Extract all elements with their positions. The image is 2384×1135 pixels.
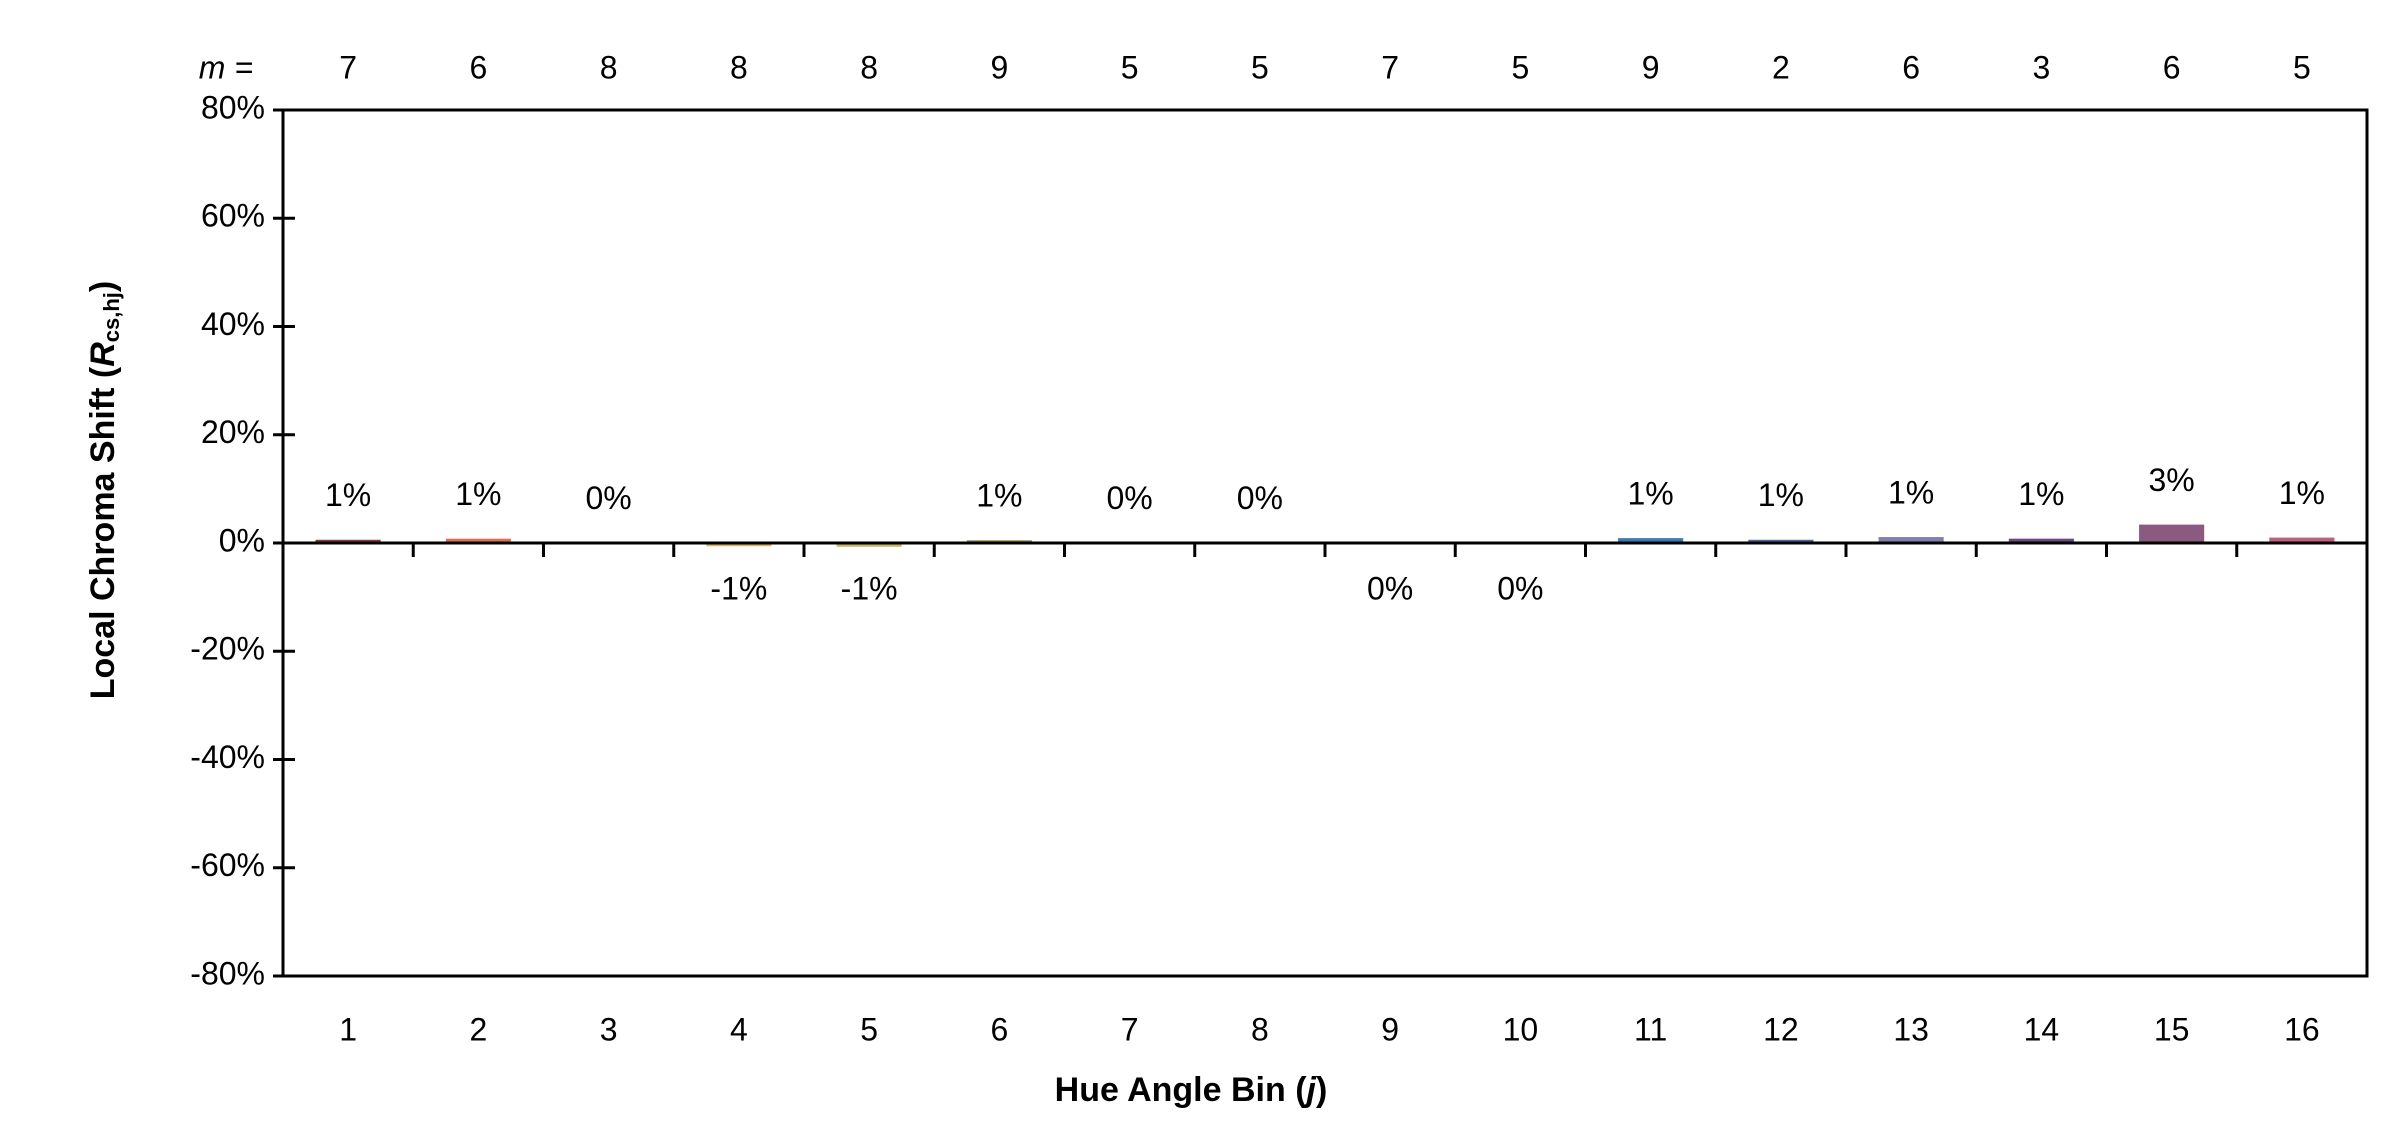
value-label: 1% bbox=[976, 478, 1022, 514]
x-tick-label: 13 bbox=[1893, 1011, 1929, 1047]
x-tick-label: 9 bbox=[1381, 1011, 1399, 1047]
y-tick-label: -80% bbox=[190, 955, 265, 991]
bar bbox=[1618, 538, 1684, 543]
y-axis-label-sub: cs,hj bbox=[99, 292, 124, 342]
bar bbox=[445, 538, 511, 543]
value-label: -1% bbox=[841, 570, 898, 606]
x-axis-label: Hue Angle Bin (j) bbox=[1055, 1071, 1328, 1109]
m-value: 6 bbox=[1902, 49, 1920, 85]
bar bbox=[1878, 537, 1944, 543]
m-value: 8 bbox=[600, 49, 618, 85]
m-value: 8 bbox=[860, 49, 878, 85]
x-tick-label: 12 bbox=[1763, 1011, 1799, 1047]
value-label: -1% bbox=[710, 570, 767, 606]
y-axis-label-text: Local Chroma Shift ( bbox=[84, 366, 122, 699]
x-tick-label: 16 bbox=[2284, 1011, 2320, 1047]
bar bbox=[1748, 539, 1814, 543]
bar bbox=[315, 539, 381, 543]
x-tick-label: 11 bbox=[1634, 1011, 1667, 1047]
bar bbox=[706, 543, 772, 547]
y-tick-label: 20% bbox=[201, 414, 265, 450]
value-label: 1% bbox=[2279, 475, 2325, 511]
value-label: 0% bbox=[1497, 570, 1543, 606]
x-tick-label: 10 bbox=[1503, 1011, 1539, 1047]
x-tick-label: 4 bbox=[730, 1011, 748, 1047]
m-value: 6 bbox=[2163, 49, 2181, 85]
m-value: 5 bbox=[1511, 49, 1529, 85]
x-axis-label-text: Hue Angle Bin ( bbox=[1055, 1071, 1308, 1109]
m-value: 5 bbox=[1121, 49, 1139, 85]
x-tick-label: 8 bbox=[1251, 1011, 1269, 1047]
m-label: m = bbox=[199, 49, 253, 85]
value-label: 0% bbox=[586, 480, 632, 516]
x-tick-label: 1 bbox=[339, 1011, 357, 1047]
x-tick-label: 15 bbox=[2154, 1011, 2190, 1047]
y-axis-label-end: ) bbox=[84, 281, 122, 292]
y-tick-label: 40% bbox=[201, 306, 265, 342]
x-tick-label: 14 bbox=[2024, 1011, 2060, 1047]
value-label: 1% bbox=[1628, 476, 1674, 512]
bar bbox=[2139, 524, 2205, 543]
x-tick-label: 6 bbox=[990, 1011, 1008, 1047]
y-tick-label: 0% bbox=[219, 522, 265, 558]
value-label: 1% bbox=[1758, 477, 1804, 513]
y-tick-label: -20% bbox=[190, 631, 265, 667]
m-value: 2 bbox=[1772, 49, 1790, 85]
bar bbox=[2269, 537, 2335, 543]
bar bbox=[2008, 538, 2074, 543]
m-value: 7 bbox=[1381, 49, 1399, 85]
value-label: 0% bbox=[1107, 480, 1153, 516]
y-tick-label: 80% bbox=[201, 89, 265, 125]
y-axis-label-var: R bbox=[84, 342, 122, 367]
x-tick-label: 5 bbox=[860, 1011, 878, 1047]
value-label: 1% bbox=[2018, 476, 2064, 512]
m-value: 3 bbox=[2032, 49, 2050, 85]
value-label: 1% bbox=[1888, 474, 1934, 510]
value-label: 3% bbox=[2149, 462, 2195, 498]
m-value: 7 bbox=[339, 49, 357, 85]
bar bbox=[836, 543, 902, 547]
value-label: 0% bbox=[1367, 570, 1413, 606]
y-tick-label: 60% bbox=[201, 198, 265, 234]
value-label: 1% bbox=[325, 477, 371, 513]
x-tick-label: 2 bbox=[469, 1011, 487, 1047]
m-value: 5 bbox=[2293, 49, 2311, 85]
y-tick-label: -40% bbox=[190, 739, 265, 775]
m-value: 5 bbox=[1251, 49, 1269, 85]
m-value: 8 bbox=[730, 49, 748, 85]
x-axis-label-var: j bbox=[1303, 1071, 1318, 1109]
m-value: 6 bbox=[469, 49, 487, 85]
value-label: 1% bbox=[455, 476, 501, 512]
m-value: 9 bbox=[1642, 49, 1660, 85]
value-label: 0% bbox=[1237, 480, 1283, 516]
x-axis-label-end: ) bbox=[1316, 1071, 1327, 1109]
x-tick-label: 7 bbox=[1121, 1011, 1139, 1047]
x-tick-label: 3 bbox=[600, 1011, 618, 1047]
y-tick-label: -60% bbox=[190, 847, 265, 883]
m-value: 9 bbox=[990, 49, 1008, 85]
y-axis-label: Local Chroma Shift (Rcs,hj) bbox=[84, 281, 124, 700]
